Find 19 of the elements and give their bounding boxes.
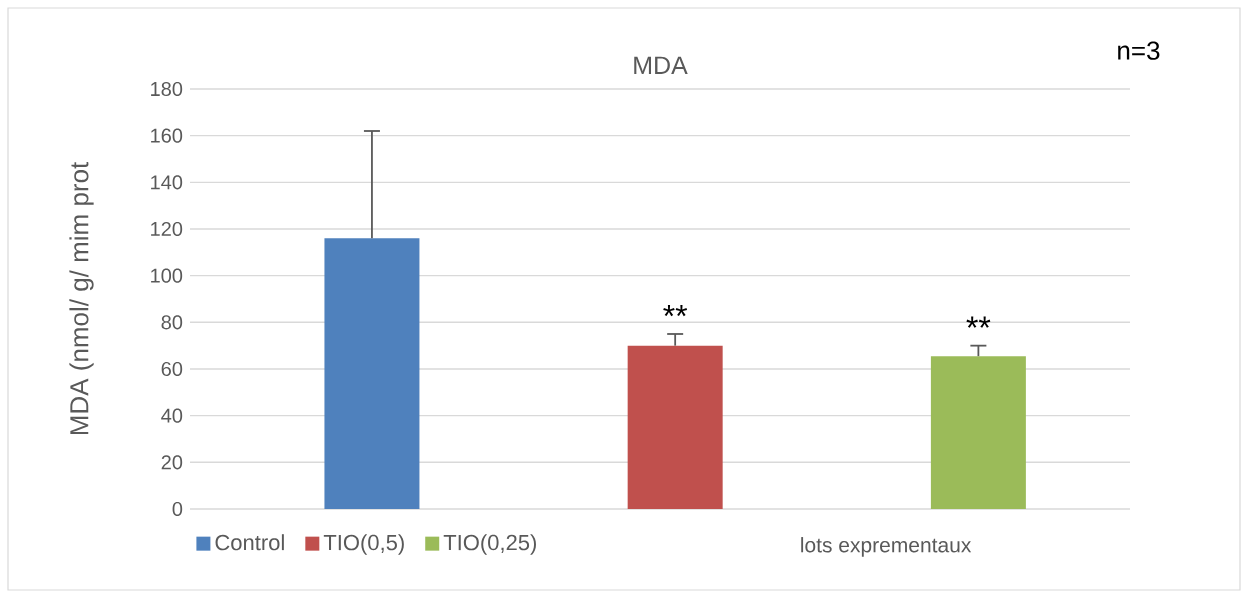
legend-label: Control [215,534,284,551]
y-tick-label: 40 [161,408,183,423]
y-tick-label: 60 [161,361,183,377]
x-axis-title: lots exprementaux [801,537,972,557]
y-tick-label: 20 [161,455,183,470]
y-tick-label: 100 [151,268,183,283]
text: n=3 [1118,41,1160,60]
legend-label: TIO(0,25) [443,534,536,555]
annotation: ** [663,304,688,317]
legend-label: TIO(0,5) [323,534,404,555]
y-tick-label: 180 [151,81,183,97]
y-tick-label: 160 [151,128,183,143]
chart-title: MDA [634,56,688,74]
annotation: ** [966,316,991,328]
y-tick-label: 0 [172,501,183,517]
y-tick-label: 80 [161,315,183,330]
y-tick-label: 120 [151,221,183,237]
y-tick-label: 140 [151,175,183,190]
y-axis-title: MDA (nmol/ g/ mim prot [69,161,94,435]
